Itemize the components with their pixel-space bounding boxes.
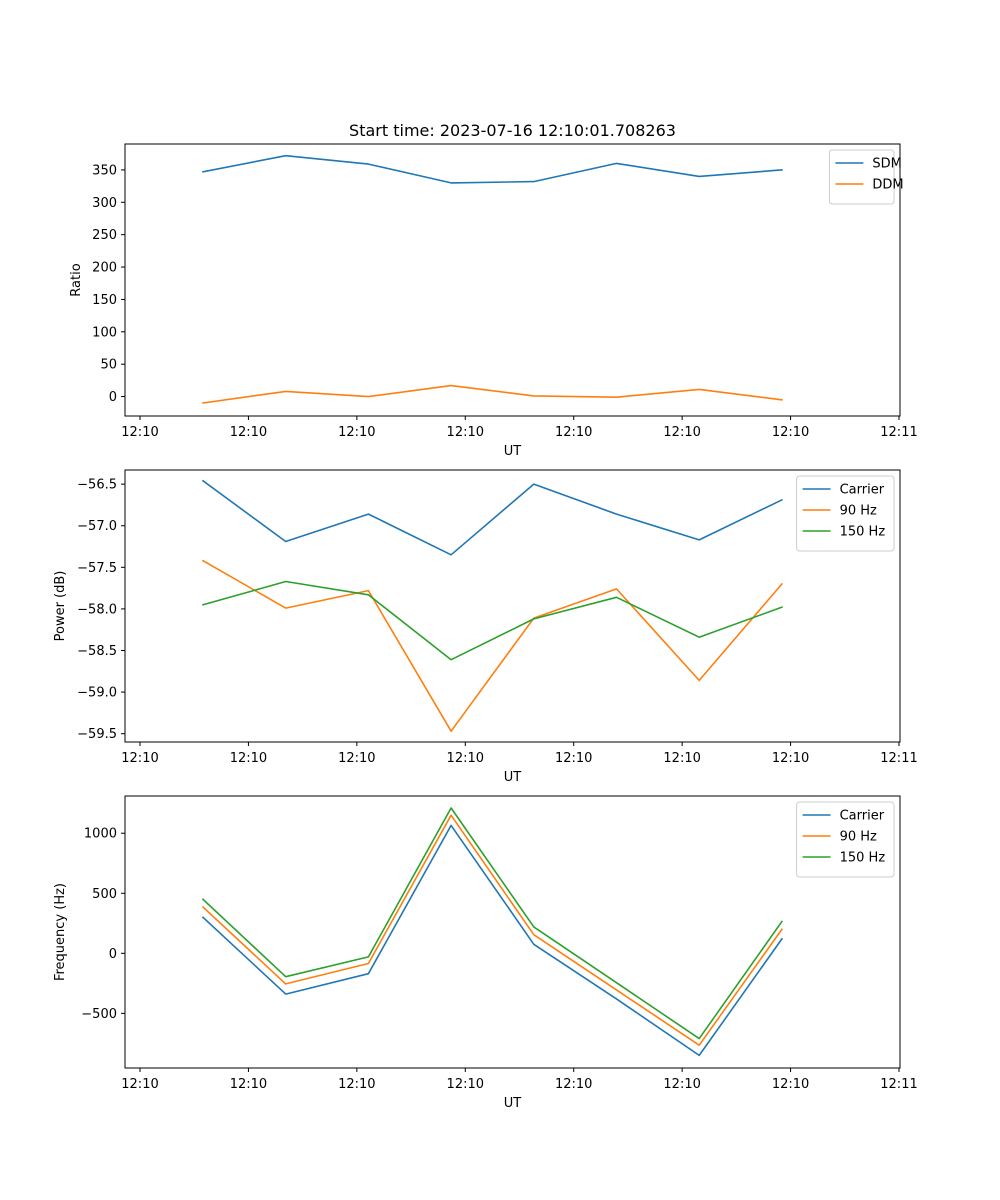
x-axis-label: UT bbox=[504, 444, 522, 459]
x-tick-label: 12:11 bbox=[880, 751, 917, 766]
legend: Carrier 90 Hz 150 Hz bbox=[796, 475, 895, 552]
x-tick-label: 12:10 bbox=[121, 1077, 158, 1092]
x-axis-label: UT bbox=[504, 770, 522, 785]
x-tick-label: 12:10 bbox=[772, 751, 809, 766]
y-tick-label: −59.5 bbox=[77, 727, 117, 742]
y-tick-label: 0 bbox=[109, 390, 117, 405]
y-tick-label: −58.0 bbox=[77, 602, 117, 617]
x-tick-label: 12:10 bbox=[555, 1077, 592, 1092]
x-tick-label: 12:10 bbox=[230, 1077, 267, 1092]
y-axis-label: Frequency (Hz) bbox=[53, 883, 68, 981]
legend-entry: Carrier bbox=[840, 809, 885, 824]
x-axis-label: UT bbox=[504, 1096, 522, 1111]
subplot-3: 12:10 12:10 12:10 12:10 12:10 12:10 12:10 12:11… bbox=[53, 795, 918, 1111]
y-tick-label: 1000 bbox=[84, 827, 117, 842]
y-tick-label: −59.0 bbox=[77, 686, 117, 701]
x-tick-label: 12:10 bbox=[772, 1077, 809, 1092]
x-tick-label: 12:10 bbox=[338, 425, 375, 440]
x-tick-label: 12:11 bbox=[880, 425, 917, 440]
x-tick-label: 12:10 bbox=[663, 425, 700, 440]
legend-entry: 90 Hz bbox=[840, 830, 877, 845]
x-tick-label: 12:10 bbox=[121, 425, 158, 440]
axes-frame bbox=[124, 795, 901, 1069]
axes-frame bbox=[124, 143, 901, 417]
y-tick-label: 300 bbox=[92, 196, 117, 211]
y-tick-label: 150 bbox=[92, 293, 117, 308]
x-tick-label: 12:10 bbox=[121, 751, 158, 766]
series-line-90-hz bbox=[201, 559, 784, 733]
legend: SDM DDM bbox=[828, 149, 904, 205]
figure-title: Start time: 2023-07-16 12:10:01.708263 bbox=[349, 121, 676, 140]
x-tick-label: 12:10 bbox=[663, 1077, 700, 1092]
x-tick-label: 12:10 bbox=[663, 751, 700, 766]
subplot-1: 12:10 12:10 12:10 12:10 12:10 12:10 12:10 12:11… bbox=[69, 143, 918, 459]
x-tick-label: 12:10 bbox=[230, 425, 267, 440]
x-tick-label: 12:10 bbox=[555, 751, 592, 766]
series-line-90-hz bbox=[201, 814, 784, 1046]
y-tick-label: −58.5 bbox=[77, 644, 117, 659]
legend-entry: 150 Hz bbox=[840, 525, 886, 540]
x-tick-label: 12:10 bbox=[338, 751, 375, 766]
y-tick-label: 250 bbox=[92, 228, 117, 243]
y-tick-label: 200 bbox=[92, 261, 117, 276]
x-tick-label: 12:10 bbox=[447, 751, 484, 766]
axes-frame bbox=[124, 469, 901, 743]
legend-entry: SDM bbox=[872, 157, 901, 172]
y-tick-label: 500 bbox=[92, 887, 117, 902]
y-axis-label: Ratio bbox=[69, 263, 84, 296]
legend: Carrier 90 Hz 150 Hz bbox=[796, 801, 895, 878]
series-line-150-hz bbox=[201, 807, 784, 1040]
x-tick-label: 12:11 bbox=[880, 1077, 917, 1092]
x-tick-label: 12:10 bbox=[447, 425, 484, 440]
y-tick-label: −500 bbox=[81, 1007, 117, 1022]
series-line-150-hz bbox=[202, 580, 783, 661]
legend-entry: DDM bbox=[872, 178, 903, 193]
y-tick-label: −57.0 bbox=[77, 519, 117, 534]
y-tick-label: −57.5 bbox=[77, 561, 117, 576]
y-axis-label: Power (dB) bbox=[53, 571, 68, 642]
legend-entry: Carrier bbox=[840, 483, 885, 498]
series-line-carrier bbox=[201, 824, 784, 1057]
series-line-sdm bbox=[202, 154, 783, 184]
series-line-ddm bbox=[202, 384, 783, 404]
x-tick-label: 12:10 bbox=[772, 425, 809, 440]
subplot-panels: 12:10 12:10 12:10 12:10 12:10 12:10 12:10 12:11… bbox=[53, 143, 918, 1111]
y-tick-label: 0 bbox=[109, 947, 117, 962]
y-tick-label: 100 bbox=[92, 325, 117, 340]
legend-frame bbox=[796, 475, 895, 552]
subplot-2: 12:10 12:10 12:10 12:10 12:10 12:10 12:10 12:11… bbox=[53, 469, 918, 785]
x-tick-label: 12:10 bbox=[230, 751, 267, 766]
y-tick-label: 50 bbox=[100, 358, 117, 373]
legend-entry: 90 Hz bbox=[840, 504, 877, 519]
y-tick-label: −56.5 bbox=[77, 478, 117, 493]
legend-entry: 150 Hz bbox=[840, 851, 886, 866]
x-tick-label: 12:10 bbox=[447, 1077, 484, 1092]
y-tick-label: 350 bbox=[92, 163, 117, 178]
x-tick-label: 12:10 bbox=[555, 425, 592, 440]
x-tick-label: 12:10 bbox=[338, 1077, 375, 1092]
series-line-carrier bbox=[201, 479, 783, 556]
legend-frame bbox=[796, 801, 895, 878]
